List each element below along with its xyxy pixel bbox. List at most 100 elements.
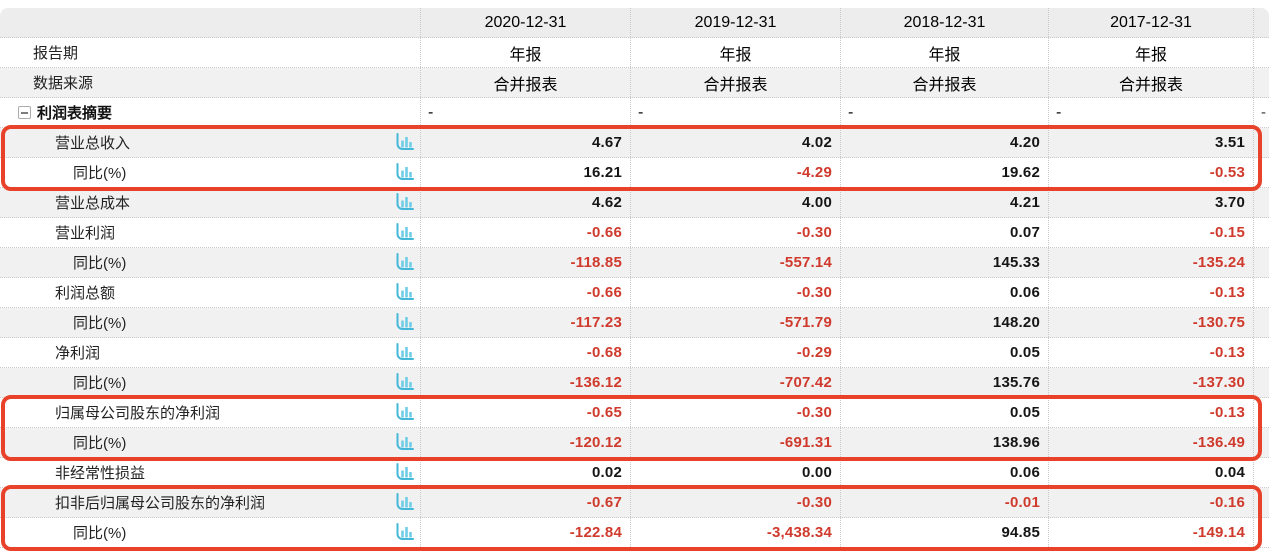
metric-value: 3.51: [1215, 134, 1245, 151]
minus-box-icon[interactable]: [18, 106, 31, 119]
metric-value-cell: -0.13: [1048, 398, 1253, 427]
metric-value-cell: -0.53: [1048, 158, 1253, 187]
value-overflow-cell: [1253, 518, 1269, 547]
bar-chart-icon[interactable]: [394, 462, 415, 483]
meta-row-label: 数据来源: [33, 75, 94, 92]
metric-label-cell: 利润总额: [0, 278, 420, 307]
bar-chart-icon[interactable]: [394, 132, 415, 153]
metric-label: 同比(%): [73, 375, 127, 392]
metric-value-cell: -137.30: [1048, 368, 1253, 397]
bar-chart-icon[interactable]: [394, 282, 415, 303]
metric-row[interactable]: 营业总成本 4.62 4.00 4.21 3.70: [0, 188, 1269, 218]
metric-value: 145.33: [992, 254, 1040, 271]
metric-value-cell: -0.29: [630, 338, 840, 367]
metric-value: 0.06: [1010, 284, 1040, 301]
metric-value-cell: 4.02: [630, 128, 840, 157]
metric-value: -0.30: [796, 224, 832, 241]
column-header-date: 2019-12-31: [630, 8, 840, 37]
section-placeholder-cell: -: [840, 98, 1048, 127]
metric-value: 4.20: [1010, 134, 1040, 151]
yoy-row[interactable]: 同比(%) -118.85 -557.14 145.33 -135.24: [0, 248, 1269, 278]
metric-row[interactable]: 营业利润 -0.66 -0.30 0.07 -0.15: [0, 218, 1269, 248]
meta-value-cell: 年报: [840, 38, 1048, 67]
metric-value-cell: -0.66: [420, 278, 630, 307]
meta-value-cell: 年报: [630, 38, 840, 67]
section-row-income-statement-summary[interactable]: 利润表摘要 - - - - -: [0, 98, 1269, 128]
section-title: 利润表摘要: [37, 105, 113, 122]
metric-value-cell: -557.14: [630, 248, 840, 277]
metric-label: 利润总额: [55, 285, 116, 302]
metric-row[interactable]: 净利润 -0.68 -0.29 0.05 -0.13: [0, 338, 1269, 368]
metric-value: 138.96: [992, 434, 1040, 451]
metric-row[interactable]: 非经常性损益 0.02 0.00 0.06 0.04: [0, 458, 1269, 488]
metric-row[interactable]: 扣非后归属母公司股东的净利润 -0.67 -0.30 -0.01 -0.16: [0, 488, 1269, 518]
meta-value-cell: 年报: [420, 38, 630, 67]
bar-chart-icon[interactable]: [394, 162, 415, 183]
bar-chart-icon[interactable]: [394, 432, 415, 453]
meta-row-data-source[interactable]: 数据来源 合并报表 合并报表 合并报表 合并报表: [0, 68, 1269, 98]
meta-overflow-cell: [1253, 38, 1269, 67]
metric-value: -0.15: [1209, 224, 1245, 241]
meta-row-label: 报告期: [33, 45, 79, 62]
metric-value-cell: -135.24: [1048, 248, 1253, 277]
metric-value-cell: -4.29: [630, 158, 840, 187]
metric-value: -0.30: [796, 494, 832, 511]
yoy-row[interactable]: 同比(%) 16.21 -4.29 19.62 -0.53: [0, 158, 1269, 188]
section-placeholder-cell: -: [630, 98, 840, 127]
metric-value: -136.49: [1192, 434, 1245, 451]
metric-value-cell: -571.79: [630, 308, 840, 337]
yoy-row[interactable]: 同比(%) -136.12 -707.42 135.76 -137.30: [0, 368, 1269, 398]
metric-value: 0.06: [1010, 464, 1040, 481]
metric-value: -118.85: [570, 254, 622, 271]
bar-chart-icon[interactable]: [394, 252, 415, 273]
metric-row[interactable]: 营业总收入 4.67 4.02 4.20 3.51: [0, 128, 1269, 158]
metric-value-cell: -0.66: [420, 218, 630, 247]
meta-row-report-period[interactable]: 报告期 年报 年报 年报 年报: [0, 38, 1269, 68]
bar-chart-icon[interactable]: [394, 402, 415, 423]
metric-value: 148.20: [992, 314, 1040, 331]
metric-label: 同比(%): [73, 525, 127, 542]
bar-chart-icon[interactable]: [394, 192, 415, 213]
metric-value: 0.02: [592, 464, 622, 481]
metric-value: -120.12: [569, 434, 622, 451]
metric-value-cell: -707.42: [630, 368, 840, 397]
metric-value: 16.21: [583, 164, 622, 181]
bar-chart-icon[interactable]: [394, 342, 415, 363]
metric-value-cell: -149.14: [1048, 518, 1253, 547]
metric-value-cell: -136.12: [420, 368, 630, 397]
metric-value-cell: 0.07: [840, 218, 1048, 247]
column-header-date: 2020-12-31: [420, 8, 630, 37]
value-overflow-cell: [1253, 338, 1269, 367]
metric-value: -691.31: [779, 434, 832, 451]
metric-row[interactable]: 利润总额 -0.66 -0.30 0.06 -0.13: [0, 278, 1269, 308]
bar-chart-icon[interactable]: [394, 522, 415, 543]
metric-label-cell: 营业利润: [0, 218, 420, 247]
yoy-row[interactable]: 同比(%) -117.23 -571.79 148.20 -130.75: [0, 308, 1269, 338]
metric-value-cell: 0.05: [840, 338, 1048, 367]
metric-row[interactable]: 归属母公司股东的净利润 -0.65 -0.30 0.05 -0.13: [0, 398, 1269, 428]
value-overflow-cell: [1253, 248, 1269, 277]
metric-value-cell: -0.30: [630, 488, 840, 517]
metric-value: 3.70: [1215, 194, 1245, 211]
yoy-row[interactable]: 同比(%) -120.12 -691.31 138.96 -136.49: [0, 428, 1269, 458]
meta-value-cell: 年报: [1048, 38, 1253, 67]
bar-chart-icon[interactable]: [394, 312, 415, 333]
metric-value: -0.13: [1209, 404, 1245, 421]
metric-value: -0.16: [1209, 494, 1245, 511]
metric-value: 4.00: [802, 194, 832, 211]
metric-value-cell: 4.20: [840, 128, 1048, 157]
bar-chart-icon[interactable]: [394, 222, 415, 243]
metric-value: -136.12: [569, 374, 622, 391]
metric-label-cell: 同比(%): [0, 308, 420, 337]
metric-label: 同比(%): [73, 255, 127, 272]
metric-value: -0.68: [586, 344, 622, 361]
metric-value: 4.02: [802, 134, 832, 151]
metric-value: 94.85: [1001, 524, 1040, 541]
metric-value: -0.53: [1209, 164, 1245, 181]
metric-value-cell: -0.13: [1048, 338, 1253, 367]
yoy-row[interactable]: 同比(%) -122.84 -3,438.34 94.85 -149.14: [0, 518, 1269, 548]
bar-chart-icon[interactable]: [394, 372, 415, 393]
column-header-date: 2018-12-31: [840, 8, 1048, 37]
bar-chart-icon[interactable]: [394, 492, 415, 513]
metric-label: 同比(%): [73, 315, 127, 332]
